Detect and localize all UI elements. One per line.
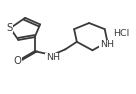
Text: O: O — [13, 56, 21, 66]
Text: NH: NH — [46, 53, 60, 62]
Text: S: S — [6, 23, 12, 33]
Text: NH: NH — [100, 40, 114, 49]
Text: HCl: HCl — [114, 29, 130, 38]
